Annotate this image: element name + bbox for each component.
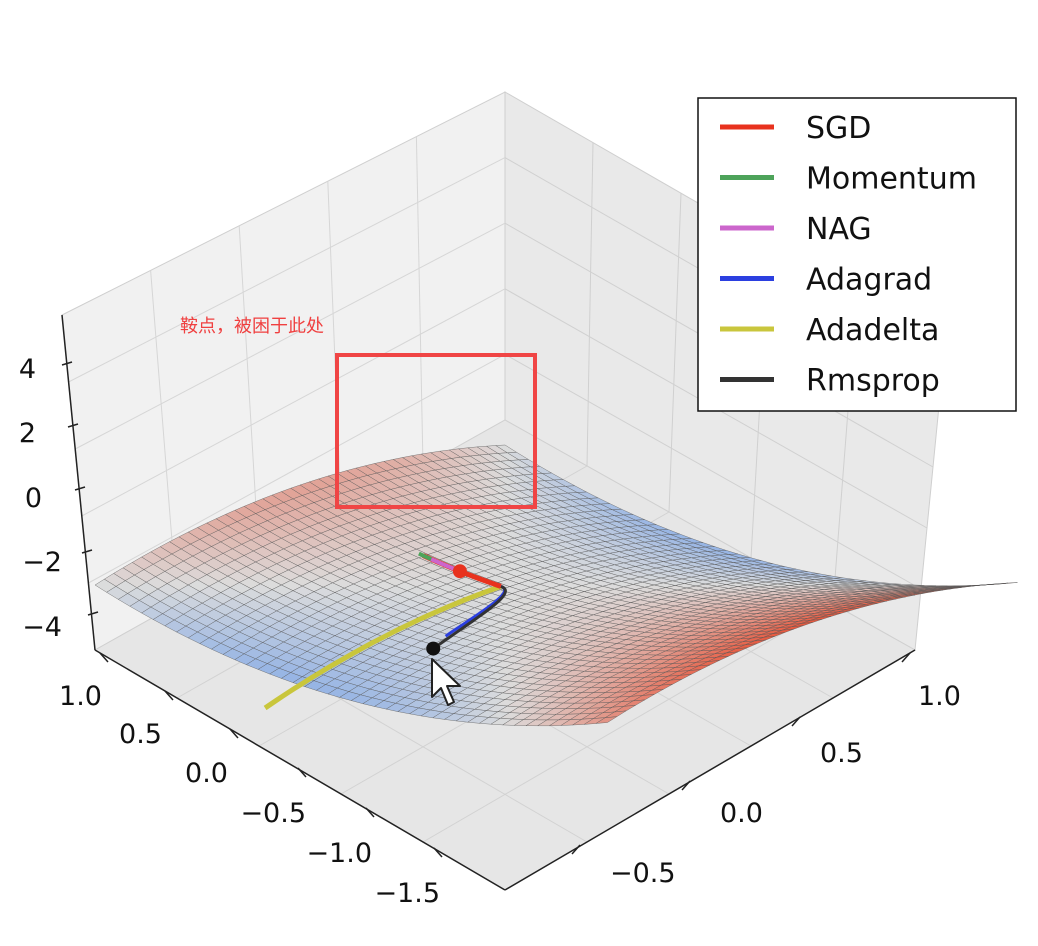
x-tick-label: 0.5 (119, 719, 162, 750)
z-tick-mark (74, 486, 86, 491)
legend: SGD Momentum NAG Adagrad Adadelta Rmsprop (697, 97, 1017, 412)
pane-grid-line (88, 353, 506, 584)
legend-label: NAG (806, 212, 872, 247)
series-line-adadelta (263, 584, 502, 711)
y-tick-label: 0.5 (820, 738, 863, 769)
saddle-surface (94, 444, 1018, 727)
x-tick-label: 0.0 (185, 758, 228, 789)
x-tick-label: 1.0 (59, 681, 102, 712)
z-tick-mark (67, 423, 79, 428)
x-tick-mark (164, 690, 174, 701)
pane-grid-line (504, 353, 922, 590)
sgd-position-marker (452, 564, 467, 579)
rmsprop-end-marker (426, 641, 441, 656)
y-tick-mark (571, 844, 581, 855)
z-axis-line (61, 314, 96, 651)
legend-label: SGD (806, 111, 871, 146)
y-tick-label: 1.0 (918, 681, 961, 712)
series-line-nag (426, 555, 457, 572)
legend-frame (697, 97, 1017, 412)
pane-grid-line (415, 136, 424, 467)
y-tick-mark (901, 652, 911, 663)
pane-grid-line (586, 142, 594, 467)
z-tick-mark (61, 361, 73, 366)
x-tick-mark (365, 807, 375, 818)
x-tick-mark (229, 728, 239, 739)
series-line-rmsprop (432, 585, 507, 650)
pane-grid-line (74, 222, 506, 450)
series-line-momentum (418, 551, 432, 561)
legend-label: Adadelta (806, 313, 939, 348)
z-tick-label: −4 (22, 612, 62, 643)
z-tick-label: −2 (22, 547, 62, 578)
legend-label: Rmsprop (806, 364, 940, 399)
annotation-box (335, 353, 537, 509)
y-tick-label: −0.5 (610, 858, 676, 889)
x-tick-label: −0.5 (240, 798, 306, 829)
y-tick-label: 0.0 (720, 798, 763, 829)
y-axis: 1.0 0.5 0.0 −0.5 (571, 652, 961, 889)
y-tick-mark (791, 716, 801, 727)
z-tick-label: 0 (25, 483, 42, 514)
z-tick-label: 4 (19, 354, 36, 385)
legend-label: Adagrad (806, 263, 932, 298)
pane-grid-line (668, 193, 682, 513)
mouse-pointer-icon (431, 658, 461, 706)
y-axis-line (504, 649, 916, 891)
y-tick-mark (681, 780, 691, 791)
surface-patch (595, 716, 617, 724)
x-tick-mark (433, 847, 443, 858)
x-axis: 1.0 0.5 0.0 −0.5 −1.0 −1.5 (59, 652, 443, 909)
z-tick-mark (81, 549, 93, 554)
x-tick-label: −1.5 (374, 878, 440, 909)
z-tick-label: 2 (19, 418, 36, 449)
z-axis: 4 2 0 −2 −4 (19, 354, 99, 643)
saddle-annotation: 鞍点，被困于此处 (180, 316, 537, 509)
pane-grid-line (68, 157, 506, 383)
x-tick-mark (99, 652, 109, 663)
annotation-label: 鞍点，被困于此处 (180, 316, 324, 337)
legend-label: Momentum (806, 162, 977, 197)
x-tick-label: −1.0 (306, 838, 372, 869)
pane-grid-line (422, 603, 834, 843)
optimizer-paths (263, 551, 507, 711)
x-tick-mark (297, 767, 307, 778)
z-tick-mark (87, 611, 99, 616)
pane-grid-line (81, 288, 506, 517)
